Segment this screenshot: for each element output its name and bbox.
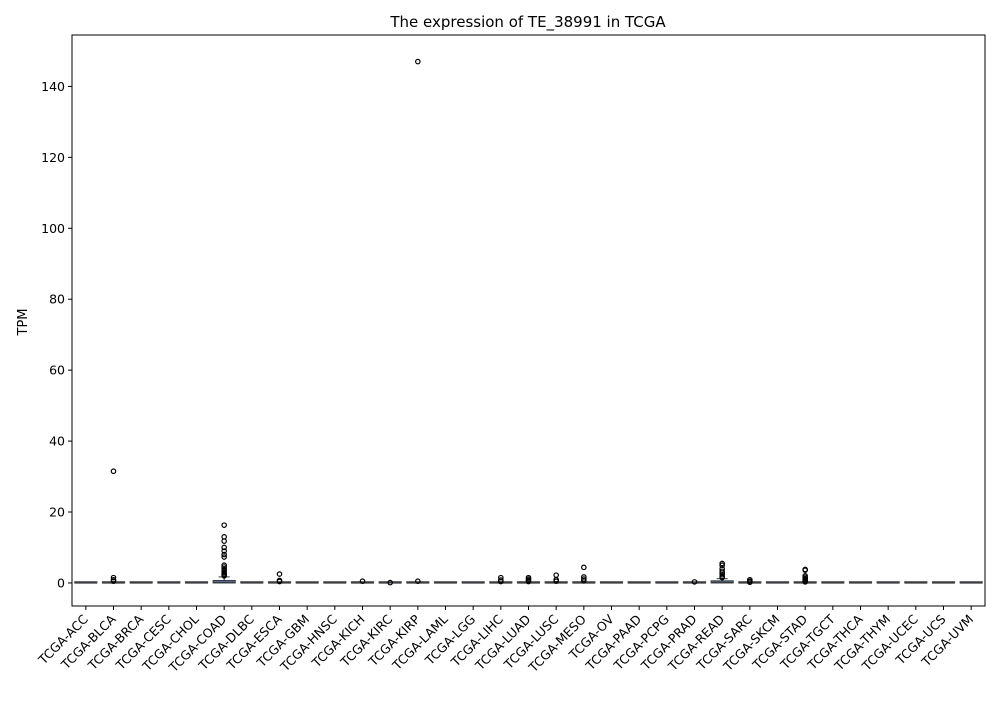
outlier-point — [525, 578, 532, 585]
y-tick-label: 40 — [49, 434, 65, 449]
box-group — [627, 581, 651, 584]
chart-title: The expression of TE_38991 in TCGA — [389, 13, 666, 32]
box-group — [516, 574, 541, 585]
box-group — [433, 581, 458, 584]
outlier-point — [691, 579, 698, 585]
outlier-point — [553, 578, 559, 584]
box-group — [821, 581, 845, 584]
box-group — [267, 571, 292, 585]
box-group — [876, 581, 900, 584]
outlier-point — [221, 544, 227, 551]
y-tick-label: 140 — [41, 79, 65, 94]
outlier-point — [581, 578, 587, 584]
box-group — [240, 581, 264, 584]
box-group — [489, 574, 513, 585]
outlier-point — [581, 564, 587, 571]
box-group — [931, 581, 956, 584]
outlier-point — [221, 538, 227, 544]
y-tick-label: 60 — [49, 363, 65, 378]
outlier-point — [221, 554, 227, 560]
box-group — [848, 581, 873, 584]
outlier-point — [415, 58, 421, 65]
box-group — [765, 581, 790, 584]
y-tick-label: 80 — [49, 292, 65, 307]
box-group — [793, 566, 817, 585]
box-group — [184, 581, 209, 584]
outlier-point — [221, 522, 227, 528]
outlier-point — [110, 468, 117, 475]
outlier-point — [415, 578, 421, 584]
y-axis-label: TPM — [16, 309, 31, 337]
box-group — [599, 581, 624, 584]
outlier-point — [110, 578, 117, 584]
outlier-point — [221, 551, 227, 558]
box-group — [295, 581, 319, 584]
outlier-point — [221, 548, 227, 554]
x-axis-ticks: TCGA-ACCTCGA-BLCATCGA-BRCATCGA-CESCTCGA-… — [35, 606, 976, 676]
y-tick-label: 100 — [41, 221, 65, 236]
plot-area — [74, 58, 983, 586]
outlier-point — [387, 579, 393, 586]
outlier-point — [553, 572, 559, 578]
outlier-point — [719, 568, 725, 575]
outlier-point — [719, 562, 725, 569]
box-group — [461, 581, 485, 584]
box-group — [212, 522, 236, 584]
box-group — [323, 581, 347, 584]
outlier-point — [221, 573, 227, 579]
outlier-point — [276, 571, 283, 577]
outlier-point — [498, 578, 504, 585]
outlier-point — [110, 574, 117, 581]
outlier-point — [802, 567, 808, 573]
outlier-point — [221, 562, 227, 569]
box-group — [544, 572, 568, 584]
outlier-point — [802, 579, 808, 585]
box-group — [378, 579, 402, 586]
box-group — [738, 576, 762, 586]
y-tick-label: 20 — [49, 505, 65, 520]
plot-frame — [71, 34, 986, 607]
outlier-point — [719, 571, 725, 578]
box-group — [74, 581, 98, 584]
box-group — [350, 578, 375, 584]
y-tick-label: 0 — [57, 575, 65, 590]
box-group — [655, 581, 679, 584]
y-tick-label: 120 — [41, 150, 65, 165]
box-group — [710, 560, 734, 584]
outlier-point — [719, 574, 725, 581]
box-group — [129, 581, 153, 584]
box-group — [572, 564, 596, 584]
box-group — [904, 581, 928, 584]
box-group — [406, 58, 430, 584]
box-group — [157, 581, 181, 584]
outlier-point — [719, 560, 725, 567]
outlier-point — [276, 578, 283, 585]
outlier-point — [747, 579, 753, 586]
box-group — [959, 581, 983, 584]
y-axis-ticks: 0 20 40 60 80 100 120 140 — [41, 79, 72, 590]
box-group — [101, 468, 126, 584]
outlier-point — [581, 576, 587, 582]
box-group — [682, 579, 707, 585]
outlier-point — [359, 578, 366, 584]
outlier-point — [221, 564, 227, 570]
